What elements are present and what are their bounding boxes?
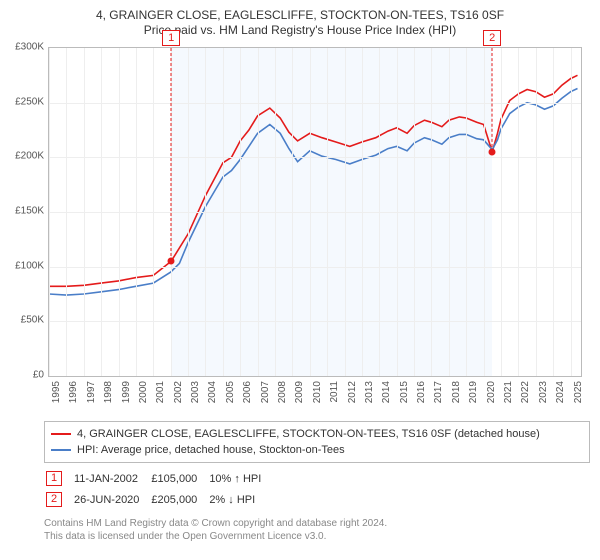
event-badge-2: 2 xyxy=(46,492,62,507)
event-delta-1: 10% ↑ HPI xyxy=(209,469,271,488)
event-callout: 2 xyxy=(483,30,501,46)
title-line-2: Price paid vs. HM Land Registry's House … xyxy=(10,23,590,37)
gridline-v xyxy=(84,48,85,376)
gridline-v xyxy=(310,48,311,376)
y-tick-label: £200K xyxy=(10,151,44,162)
gridline-v xyxy=(136,48,137,376)
gridline-v xyxy=(536,48,537,376)
y-tick-label: £50K xyxy=(10,315,44,326)
x-tick-label: 2020 xyxy=(486,381,497,403)
legend-swatch-price xyxy=(51,433,71,435)
y-tick-label: £250K xyxy=(10,96,44,107)
x-tick-label: 2015 xyxy=(399,381,410,403)
event-row: 2 26-JUN-2020 £205,000 2% ↓ HPI xyxy=(46,490,271,509)
legend-row: HPI: Average price, detached house, Stoc… xyxy=(51,442,583,458)
gridline-v xyxy=(345,48,346,376)
x-tick-label: 2012 xyxy=(347,381,358,403)
x-tick-label: 2013 xyxy=(364,381,375,403)
x-tick-label: 2011 xyxy=(329,381,340,403)
x-tick-label: 2024 xyxy=(555,381,566,403)
event-price-2: £205,000 xyxy=(151,490,207,509)
gridline-v xyxy=(205,48,206,376)
gridline-v xyxy=(518,48,519,376)
x-tick-label: 2003 xyxy=(190,381,201,403)
gridline-v xyxy=(414,48,415,376)
y-tick-label: £300K xyxy=(10,42,44,53)
footer-line-1: Contains HM Land Registry data © Crown c… xyxy=(44,517,590,530)
title-line-1: 4, GRAINGER CLOSE, EAGLESCLIFFE, STOCKTO… xyxy=(10,8,590,22)
gridline-v xyxy=(240,48,241,376)
chart: 12 £0 £50K £100K £150K £200K £250K £300K 1995 19… xyxy=(10,43,590,419)
x-tick-label: 2021 xyxy=(503,381,514,403)
footer-line-2: This data is licensed under the Open Gov… xyxy=(44,530,590,543)
event-badge-1: 1 xyxy=(46,471,62,486)
x-tick-label: 2000 xyxy=(138,381,149,403)
x-tick-label: 2023 xyxy=(538,381,549,403)
event-connector xyxy=(171,48,172,261)
x-tick-label: 2009 xyxy=(294,381,305,403)
gridline-v xyxy=(49,48,50,376)
gridline-v xyxy=(449,48,450,376)
x-tick-label: 1998 xyxy=(103,381,114,403)
x-tick-label: 2016 xyxy=(416,381,427,403)
event-delta-2: 2% ↓ HPI xyxy=(209,490,271,509)
gridline-v xyxy=(553,48,554,376)
x-tick-label: 2010 xyxy=(312,381,323,403)
gridline-v xyxy=(362,48,363,376)
gridline-v xyxy=(484,48,485,376)
x-tick-label: 2018 xyxy=(451,381,462,403)
x-tick-label: 2014 xyxy=(381,381,392,403)
gridline-v xyxy=(101,48,102,376)
gridline-v xyxy=(379,48,380,376)
legend-label-price: 4, GRAINGER CLOSE, EAGLESCLIFFE, STOCKTO… xyxy=(77,428,540,440)
y-tick-label: £0 xyxy=(10,370,44,381)
x-tick-label: 2006 xyxy=(242,381,253,403)
event-table: 1 11-JAN-2002 £105,000 10% ↑ HPI 2 26-JU… xyxy=(44,467,273,511)
x-tick-label: 1995 xyxy=(51,381,62,403)
x-tick-label: 2025 xyxy=(573,381,584,403)
gridline-v xyxy=(153,48,154,376)
gridline-v xyxy=(466,48,467,376)
legend-row: 4, GRAINGER CLOSE, EAGLESCLIFFE, STOCKTO… xyxy=(51,426,583,442)
event-date-2: 26-JUN-2020 xyxy=(74,490,149,509)
gridline-v xyxy=(501,48,502,376)
x-tick-label: 1999 xyxy=(121,381,132,403)
series-line-price_paid xyxy=(49,75,578,286)
legend: 4, GRAINGER CLOSE, EAGLESCLIFFE, STOCKTO… xyxy=(44,421,590,463)
gridline-v xyxy=(275,48,276,376)
gridline-v xyxy=(327,48,328,376)
x-tick-label: 1997 xyxy=(86,381,97,403)
event-row: 1 11-JAN-2002 £105,000 10% ↑ HPI xyxy=(46,469,271,488)
gridline-v xyxy=(223,48,224,376)
gridline-v xyxy=(119,48,120,376)
event-price-1: £105,000 xyxy=(151,469,207,488)
y-tick-label: £100K xyxy=(10,260,44,271)
legend-swatch-hpi xyxy=(51,449,71,451)
y-tick-label: £150K xyxy=(10,206,44,217)
x-tick-label: 2008 xyxy=(277,381,288,403)
x-tick-label: 2005 xyxy=(225,381,236,403)
gridline-v xyxy=(431,48,432,376)
gridline-v xyxy=(188,48,189,376)
x-tick-label: 2022 xyxy=(520,381,531,403)
event-date-1: 11-JAN-2002 xyxy=(74,469,149,488)
gridline-v xyxy=(258,48,259,376)
footer: Contains HM Land Registry data © Crown c… xyxy=(44,517,590,543)
gridline-v xyxy=(66,48,67,376)
series-line-hpi xyxy=(49,89,578,296)
x-tick-label: 2004 xyxy=(207,381,218,403)
x-tick-label: 2007 xyxy=(260,381,271,403)
plot-area: 12 xyxy=(48,47,582,377)
legend-label-hpi: HPI: Average price, detached house, Stoc… xyxy=(77,444,345,456)
x-tick-label: 2019 xyxy=(468,381,479,403)
x-tick-label: 1996 xyxy=(68,381,79,403)
x-tick-label: 2001 xyxy=(155,381,166,403)
gridline-v xyxy=(571,48,572,376)
x-tick-label: 2002 xyxy=(173,381,184,403)
event-callout: 1 xyxy=(162,30,180,46)
x-tick-label: 2017 xyxy=(433,381,444,403)
event-connector xyxy=(492,48,493,152)
gridline-v xyxy=(397,48,398,376)
gridline-v xyxy=(292,48,293,376)
